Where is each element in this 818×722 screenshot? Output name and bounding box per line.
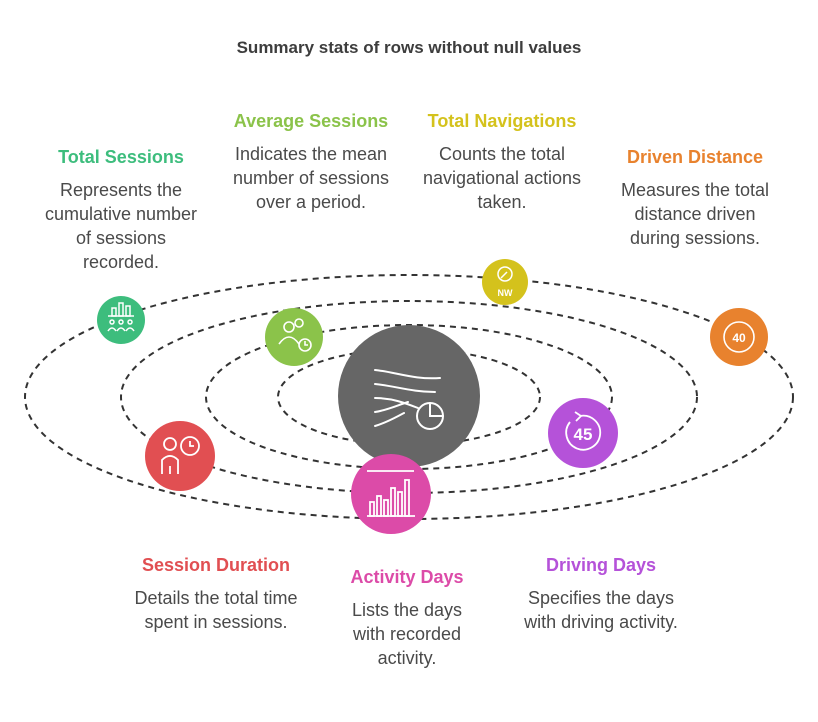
description-driving-days: Specifies the days with driving activity… [524,588,678,632]
label-driven-distance: Driven Distance [626,147,764,167]
diagram-title: Summary stats of rows without null value… [236,38,582,57]
node-average-sessions-circle [265,308,323,366]
countdown-arrow-icon [574,411,583,422]
center-circle [338,325,480,467]
node-total-sessions [97,296,145,344]
label-average-sessions: Average Sessions [233,111,389,131]
bar-chart-icon [367,470,415,517]
node-session-duration [145,421,215,491]
countdown-icon [565,414,602,451]
description-average-sessions: Indicates the mean number of sessions ov… [232,144,390,212]
label-activity-days: Activity Days [350,567,464,587]
block-total-navigations: Total Navigations Counts the total navig… [416,111,588,214]
description-driven-distance: Measures the total distance driven durin… [620,180,770,248]
node-session-duration-circle [145,421,215,491]
block-driving-days: Driving Days Specifies the days with dri… [514,555,688,634]
node-driven-distance-circle [710,308,768,366]
speed-sign-icon [723,321,755,353]
node-activity-days [351,454,431,534]
block-total-sessions: Total Sessions Represents the cumulative… [40,147,202,274]
node-driving-days: 45 [548,398,618,468]
person-clock-icon [161,436,200,474]
compass-icon-label: NW [498,288,513,298]
node-driving-days-circle [548,398,618,468]
flow-chart-icon [374,369,444,430]
block-session-duration: Session Duration Details the total time … [134,555,298,634]
block-average-sessions: Average Sessions Indicates the mean numb… [228,111,394,214]
users-clock-icon [278,318,312,352]
node-total-navigations: NW [482,259,528,305]
bar-chart-people-icon [107,302,135,332]
block-driven-distance: Driven Distance Measures the total dista… [620,147,770,250]
compass-icon [497,266,513,282]
label-total-sessions: Total Sessions [58,147,184,167]
label-total-navigations: Total Navigations [427,111,577,131]
description-total-navigations: Counts the total navigational actions ta… [422,144,582,212]
orbit-ring-outer [24,274,794,520]
description-total-sessions: Represents the cumulative number of sess… [44,180,198,272]
block-activity-days: Activity Days Lists the days with record… [334,567,480,670]
label-session-duration: Session Duration [141,555,291,575]
label-driving-days: Driving Days [545,555,657,575]
node-average-sessions [265,308,323,366]
description-activity-days: Lists the days with recorded activity. [351,600,463,668]
center-node [338,325,480,467]
speed-sign-icon-label: 40 [732,331,746,345]
node-driven-distance: 40 [710,308,768,366]
countdown-icon-label: 45 [574,425,593,444]
node-total-navigations-circle [482,259,528,305]
description-session-duration: Details the total time spent in sessions… [134,588,298,632]
